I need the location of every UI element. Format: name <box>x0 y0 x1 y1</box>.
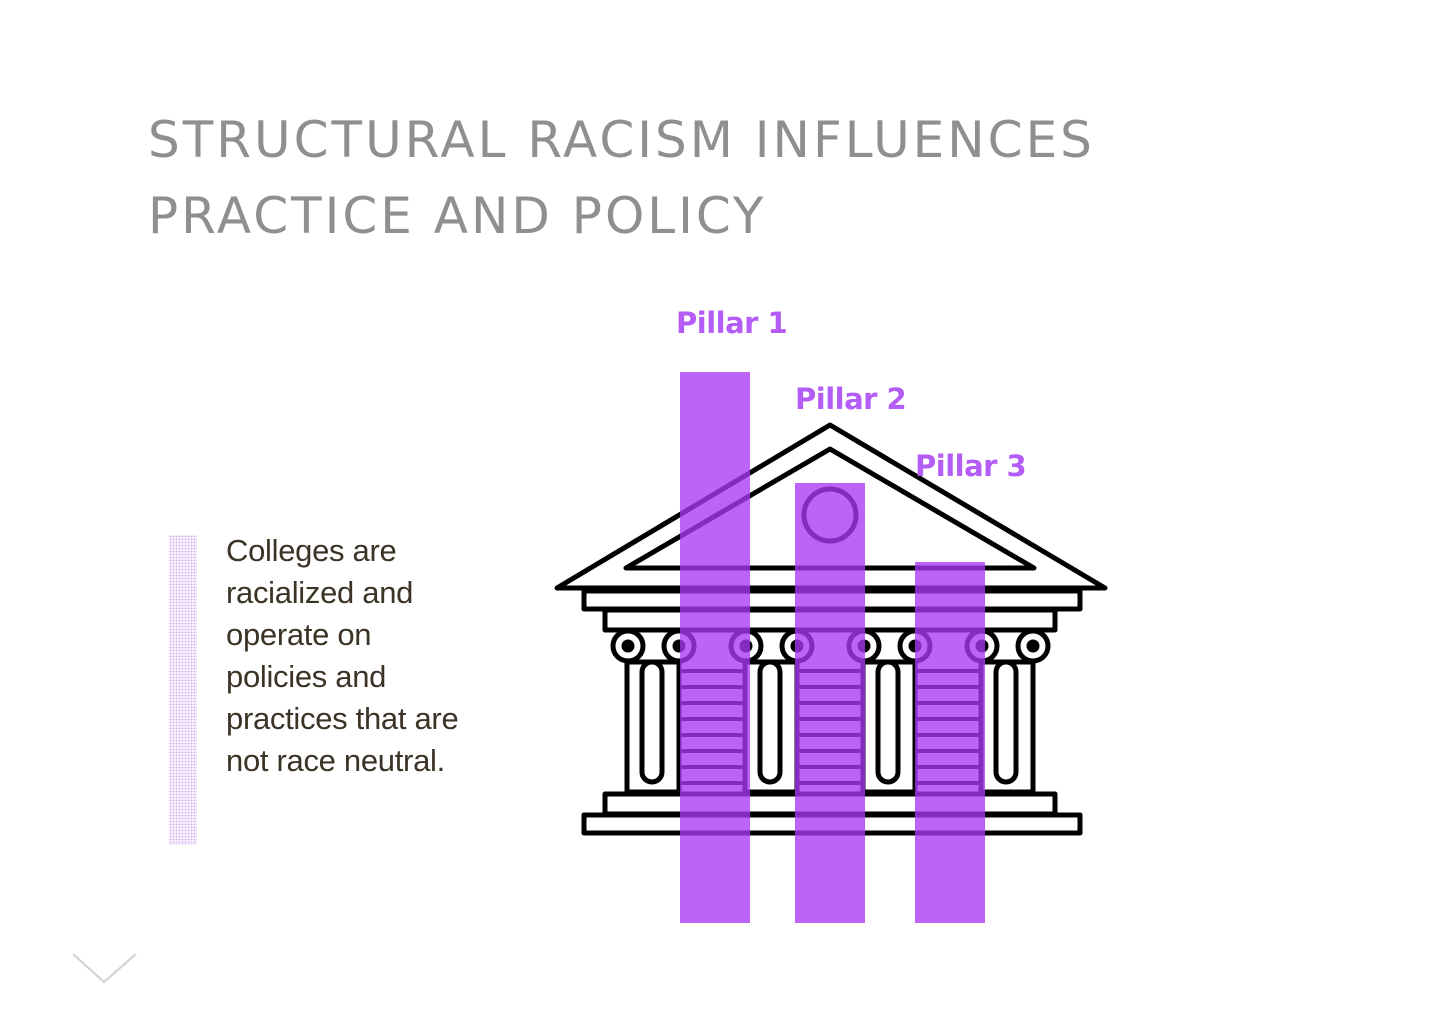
pillar-bar-3 <box>915 562 985 923</box>
page-title: STRUCTURAL RACISM INFLUENCES PRACTICE AN… <box>148 102 1148 254</box>
pillar-bar-1 <box>680 372 750 923</box>
description-text: Colleges are racialized and operate on p… <box>226 533 459 778</box>
pillar-label-2: Pillar 2 <box>795 382 907 416</box>
pillar-bar-2 <box>795 483 865 923</box>
pillar-label-1: Pillar 1 <box>676 306 788 340</box>
dotted-accent-bar <box>169 535 197 845</box>
pillar-label-3: Pillar 3 <box>915 449 1027 483</box>
pillar-bars <box>680 372 985 923</box>
page-title-line-1: STRUCTURAL RACISM INFLUENCES <box>148 111 1095 169</box>
chevron-down-icon[interactable] <box>70 948 140 988</box>
page-title-line-2: PRACTICE AND POLICY <box>148 187 767 245</box>
